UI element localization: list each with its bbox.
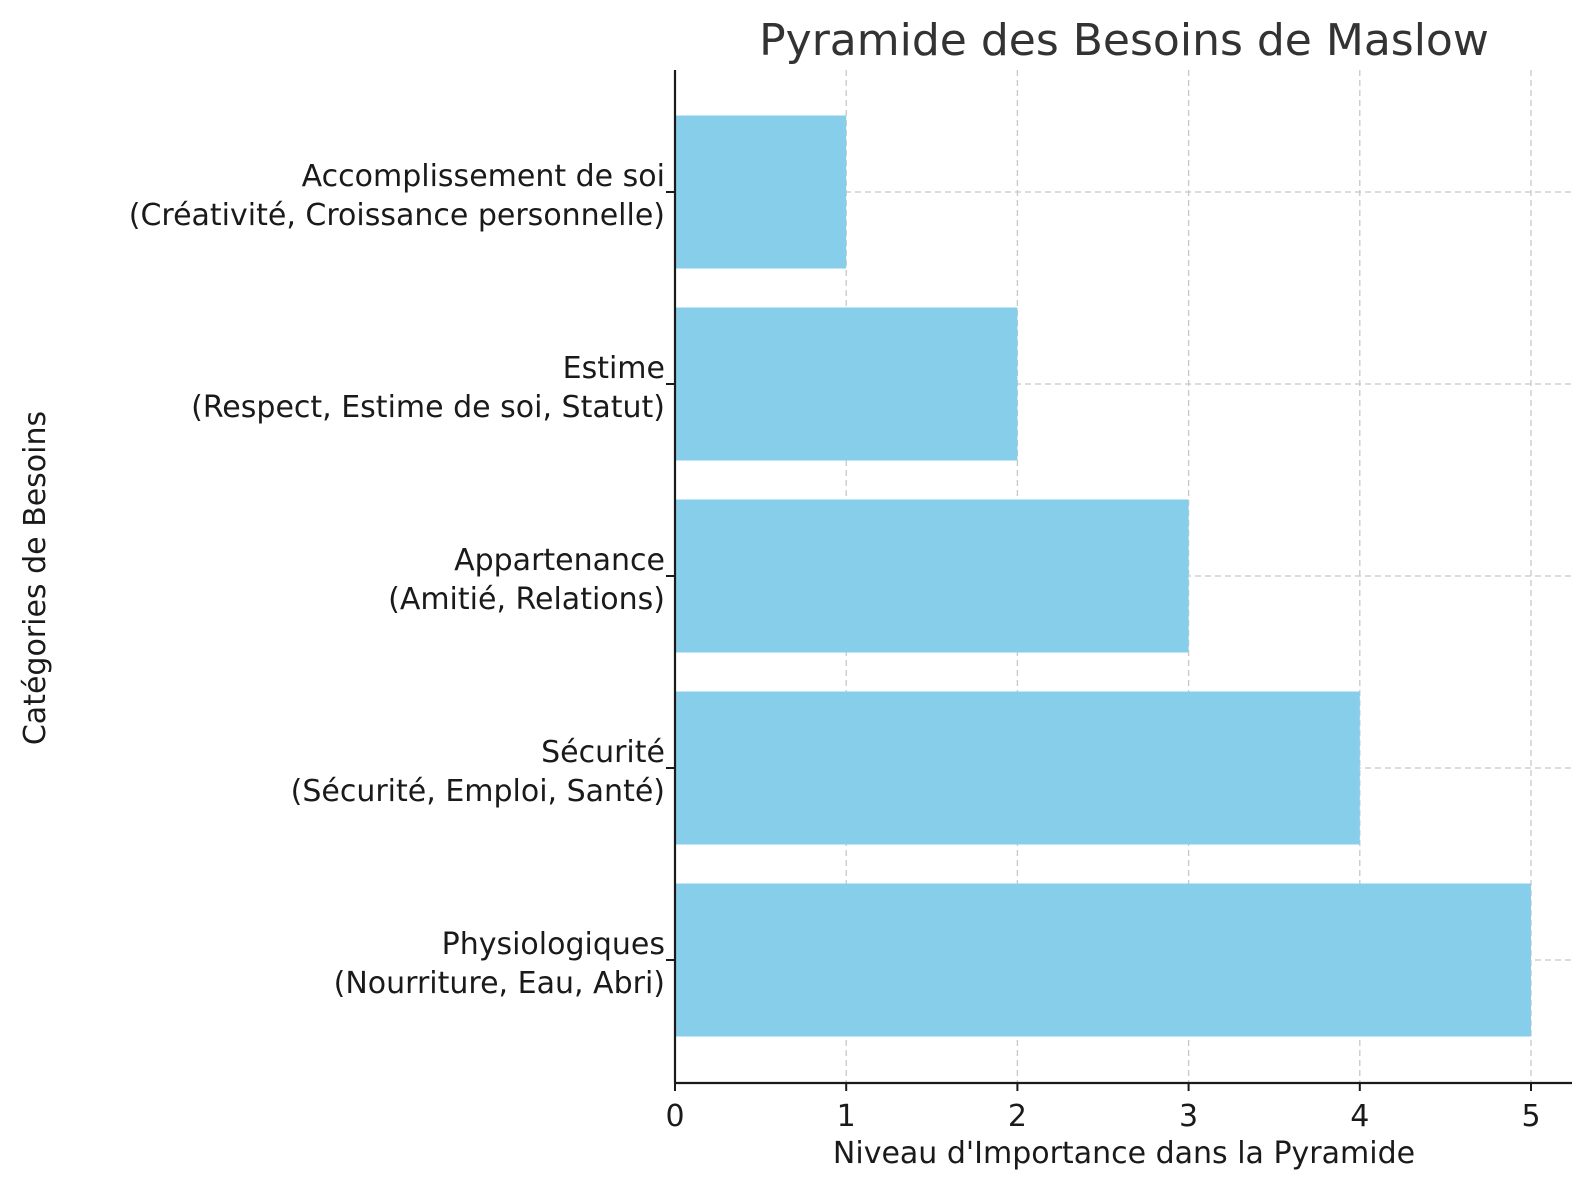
x-tick-label: 2 (1008, 1099, 1027, 1134)
labels-layer: 0 1 2 3 4 5 Physiologiques (Nourriture, Eau, Ab… (129, 159, 1541, 1134)
y-category-label-line: (Respect, Estime de soi, Statut) (191, 390, 665, 425)
y-category-label-line: (Sécurité, Emploi, Santé) (291, 774, 665, 809)
x-tick-label: 3 (1179, 1099, 1198, 1134)
bar (675, 307, 1018, 461)
y-category-label: Appartenance (Amitié, Relations) (388, 543, 665, 617)
y-category-label-line: Accomplissement de soi (302, 159, 665, 194)
x-tick-label: 0 (665, 1099, 684, 1134)
ticks-layer (666, 191, 1532, 1091)
y-category-label: Accomplissement de soi (Créativité, Crois… (129, 159, 665, 233)
bar (675, 883, 1531, 1037)
bar (675, 691, 1360, 845)
x-tick-label: 1 (837, 1099, 856, 1134)
y-category-label: Sécurité (Sécurité, Emploi, Santé) (291, 735, 665, 809)
x-axis-title: Niveau d'Importance dans la Pyramide (833, 1136, 1415, 1171)
y-category-label-line: Physiologiques (442, 927, 665, 962)
y-category-label: Physiologiques (Nourriture, Eau, Abri) (334, 927, 665, 1001)
y-category-label-line: Sécurité (541, 735, 665, 770)
x-tick-label: 4 (1350, 1099, 1369, 1134)
y-category-label-line: (Nourriture, Eau, Abri) (334, 966, 665, 1001)
x-tick-label: 5 (1521, 1099, 1540, 1134)
y-category-label-line: (Amitié, Relations) (388, 582, 665, 617)
bar (675, 499, 1189, 653)
bar (675, 115, 847, 269)
y-category-label-line: Estime (563, 351, 665, 386)
y-category-label-line: (Créativité, Croissance personnelle) (129, 198, 665, 233)
y-category-label: Estime (Respect, Estime de soi, Statut) (191, 351, 665, 425)
bars-layer (675, 115, 1531, 1037)
y-axis-title: Catégories de Besoins (18, 411, 53, 745)
chart-title: Pyramide des Besoins de Maslow (759, 15, 1489, 66)
y-category-label-line: Appartenance (454, 543, 665, 578)
